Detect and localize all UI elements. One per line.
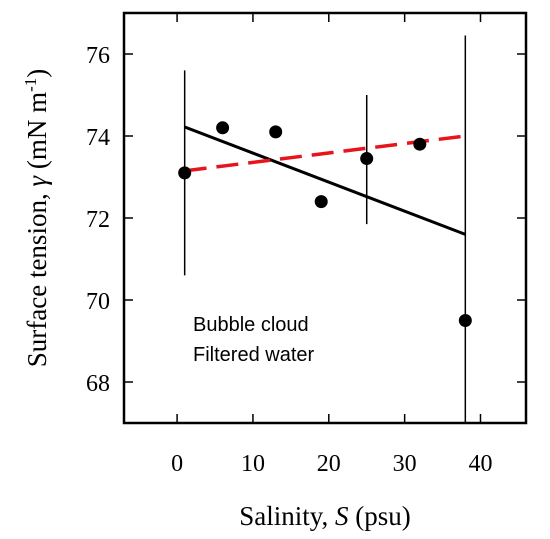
data-point (269, 125, 283, 139)
y-tick-label: 74 (86, 125, 110, 151)
fit-line-solid (184, 125, 466, 236)
data-point (216, 121, 230, 135)
x-tick-label: 10 (241, 451, 265, 477)
data-point (458, 314, 472, 327)
x-tick-label: 20 (317, 451, 341, 477)
annotation-line-2: Filtered water (193, 344, 314, 366)
axis-ticks (124, 13, 526, 423)
y-axis-title-prefix: Surface tension, (22, 187, 52, 368)
y-tick-label: 70 (86, 289, 110, 315)
x-axis-title-prefix: Salinity, (239, 501, 335, 531)
data-point (413, 137, 427, 151)
data-point (178, 166, 192, 180)
y-axis-title-suffix: (mN m (22, 92, 52, 176)
y-axis-title: Surface tension, γ (mN m-1) (21, 69, 52, 368)
x-axis-title: Salinity, S (psu) (239, 501, 411, 531)
x-axis-title-symbol: S (335, 501, 349, 531)
data-point (314, 195, 328, 209)
x-tick-label: 0 (171, 451, 183, 477)
y-tick-label: 72 (86, 207, 110, 233)
x-axis-title-suffix: (psu) (349, 501, 411, 531)
data-points (178, 121, 472, 327)
x-tick-label: 40 (468, 451, 492, 477)
x-tick-label: 30 (393, 451, 417, 477)
y-tick-label: 76 (86, 43, 110, 69)
y-axis-title-symbol: γ (22, 175, 52, 187)
y-axis-title-close: ) (22, 69, 52, 78)
data-point (360, 152, 374, 166)
annotation-line-1: Bubble cloud (193, 314, 309, 336)
y-axis-title-superscript: -1 (21, 78, 40, 92)
tick-labels: 0 10 20 30 40 68 70 72 74 76 (86, 43, 492, 477)
y-tick-label: 68 (86, 371, 110, 397)
